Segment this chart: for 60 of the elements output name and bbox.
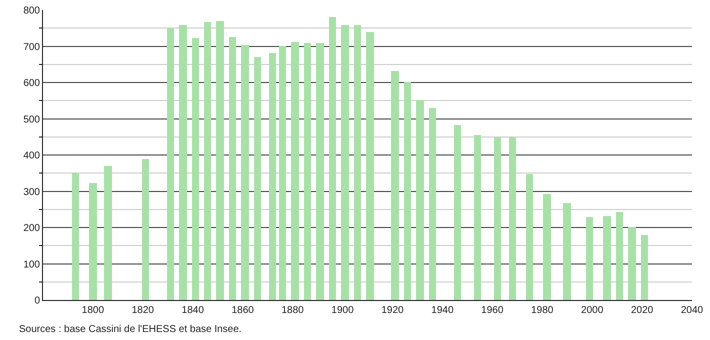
bar — [526, 174, 533, 300]
x-tick-label: 1880 — [281, 305, 304, 316]
bar — [304, 43, 311, 300]
bar — [329, 17, 336, 300]
bar — [89, 183, 97, 300]
bar — [616, 212, 623, 300]
bar — [279, 46, 286, 300]
y-tick-label: 300 — [23, 186, 40, 198]
bar — [454, 125, 461, 300]
y-tick-label: 200 — [23, 223, 40, 234]
x-tick-label: 1960 — [481, 305, 504, 316]
bar — [192, 38, 199, 300]
bar — [404, 82, 411, 300]
bar — [543, 194, 551, 300]
bar — [509, 137, 516, 300]
bar — [104, 166, 112, 300]
bar — [291, 42, 299, 300]
y-tick-label: 500 — [23, 114, 40, 126]
bar — [429, 108, 436, 300]
bar — [391, 71, 399, 300]
x-tick-label: 2040 — [680, 305, 704, 316]
bar — [494, 137, 501, 300]
bar — [341, 25, 349, 300]
bar — [316, 43, 324, 300]
bar — [179, 25, 187, 300]
bar — [628, 227, 636, 300]
bar — [216, 21, 224, 300]
x-tick-label: 1800 — [82, 305, 104, 316]
y-tick-label: 100 — [23, 259, 40, 270]
bar — [142, 159, 149, 300]
bar — [254, 57, 261, 300]
x-tick-label: 1820 — [132, 305, 154, 316]
x-tick-label: 2000 — [581, 305, 604, 316]
x-tick-label: 1840 — [182, 305, 204, 316]
bar — [366, 32, 374, 300]
bar — [586, 217, 593, 300]
source-note: Sources : base Cassini de l'EHESS et base Insee. — [19, 324, 242, 335]
x-tick-label: 1920 — [381, 305, 404, 316]
bar — [269, 53, 276, 300]
x-tick-label: 1860 — [232, 305, 254, 316]
bar — [241, 45, 249, 300]
y-tick-label: 600 — [23, 78, 40, 89]
y-tick-label: 0 — [34, 296, 40, 306]
bar — [474, 135, 481, 300]
x-tick-label: 1900 — [331, 305, 354, 316]
y-tick-label: 800 — [23, 6, 40, 16]
bar — [204, 22, 211, 300]
bar — [167, 28, 174, 300]
x-tick-label: 1980 — [531, 305, 554, 316]
x-tick-label: 2020 — [630, 305, 654, 316]
bar — [72, 173, 79, 300]
bar — [416, 100, 424, 300]
bar — [354, 25, 361, 300]
bar — [229, 37, 236, 300]
y-tick-label: 700 — [23, 42, 40, 53]
bar — [603, 216, 611, 300]
y-tick-label: 400 — [23, 150, 40, 162]
bar — [641, 235, 648, 300]
x-tick-label: 1940 — [431, 305, 454, 316]
bar — [563, 203, 571, 300]
